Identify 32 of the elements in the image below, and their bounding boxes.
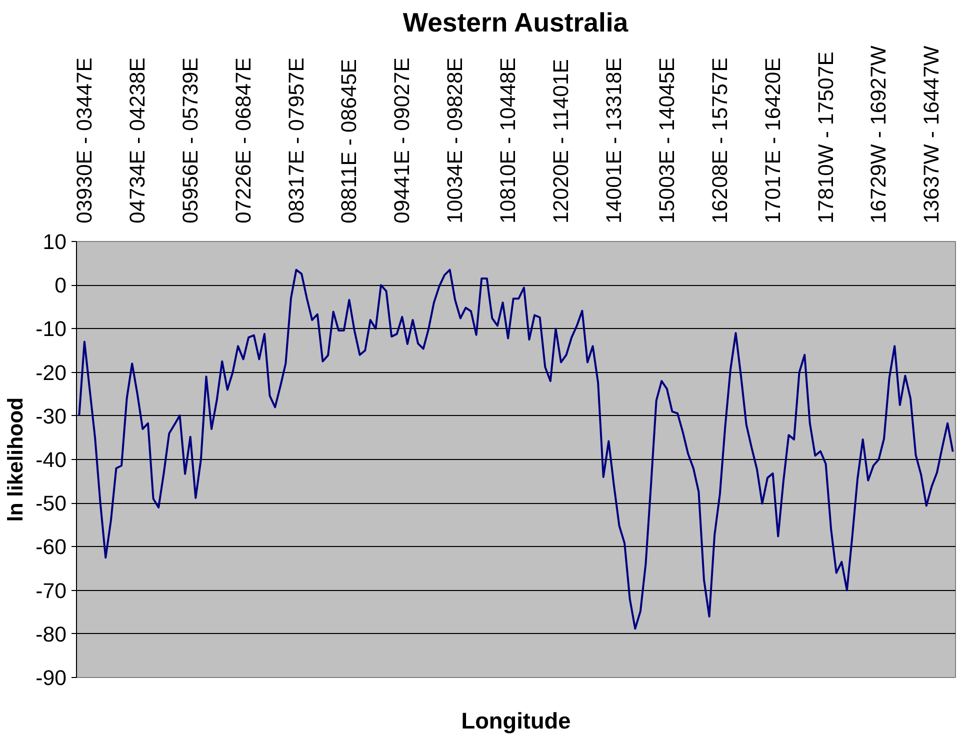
x-tick-label: 15003E - 14045E xyxy=(654,57,679,224)
x-tick-label: 08317E - 07957E xyxy=(284,57,308,224)
x-tick-label: 16729W - 16927W xyxy=(866,44,891,224)
x-tick-label: 03930E - 03447E xyxy=(72,57,96,224)
y-tick-label: -40 xyxy=(36,448,67,472)
y-tick-label: -20 xyxy=(36,360,67,385)
y-tick-label: -70 xyxy=(36,578,67,603)
x-tick-label: 04734E - 04238E xyxy=(125,57,150,224)
y-tick-label: -60 xyxy=(36,535,67,560)
y-tick-label: -30 xyxy=(36,404,67,428)
x-tick-label: 09441E - 09027E xyxy=(390,57,414,224)
y-axis-title: ln likelihood xyxy=(4,397,28,522)
x-tick-label: 08811E - 08645E xyxy=(337,59,362,224)
x-tick-label: 10034E - 09828E xyxy=(443,57,468,224)
x-axis-title: Longitude xyxy=(461,708,571,734)
y-tick-label: -80 xyxy=(36,622,67,646)
line-series xyxy=(78,268,954,630)
x-tick-label: 14001E - 13318E xyxy=(602,57,626,224)
x-tick-label: 13637W - 16447W xyxy=(920,44,944,224)
y-tick-label: -10 xyxy=(36,317,67,342)
x-tick-label: 17810W - 17507E xyxy=(814,52,838,224)
chart-title: Western Australia xyxy=(402,8,628,38)
y-tick-label: 10 xyxy=(42,230,67,254)
y-tick-label: 0 xyxy=(54,274,67,298)
x-tick-label: 07226E - 06847E xyxy=(231,57,256,224)
x-tick-label: 17017E - 16420E xyxy=(760,57,785,224)
x-tick-label: 16208E - 15757E xyxy=(708,57,732,224)
x-tick-label: 05956E - 05739E xyxy=(178,57,202,224)
y-tick-label: -90 xyxy=(36,666,67,690)
y-tick-label: -50 xyxy=(36,492,67,516)
x-tick-label: 10810E - 10448E xyxy=(496,57,520,224)
x-tick-label: 12020E - 11401E xyxy=(549,59,574,224)
